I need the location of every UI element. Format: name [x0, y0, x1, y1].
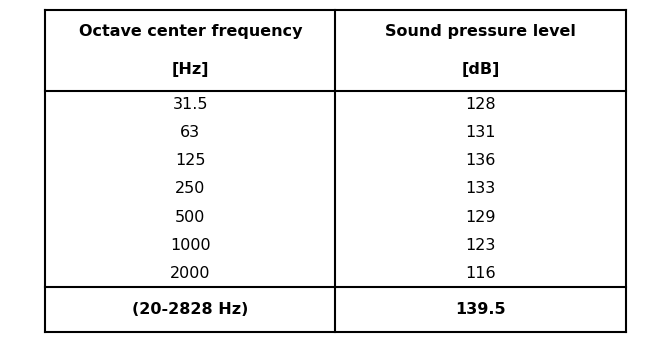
- Text: (20-2828 Hz): (20-2828 Hz): [132, 302, 248, 317]
- Text: 31.5: 31.5: [172, 97, 208, 112]
- Text: 2000: 2000: [170, 266, 210, 281]
- Text: 116: 116: [465, 266, 496, 281]
- Text: 1000: 1000: [170, 238, 210, 253]
- Text: 133: 133: [466, 182, 495, 196]
- Text: 123: 123: [465, 238, 496, 253]
- Text: 131: 131: [465, 125, 496, 140]
- Text: Octave center frequency: Octave center frequency: [79, 24, 302, 39]
- Text: Sound pressure level: Sound pressure level: [385, 24, 576, 39]
- Text: [Hz]: [Hz]: [172, 62, 209, 77]
- Text: 125: 125: [175, 153, 206, 168]
- Text: 139.5: 139.5: [455, 302, 506, 317]
- Text: 250: 250: [175, 182, 206, 196]
- Text: 136: 136: [465, 153, 496, 168]
- Text: 128: 128: [465, 97, 496, 112]
- Text: [dB]: [dB]: [461, 62, 500, 77]
- Text: 63: 63: [180, 125, 201, 140]
- Text: 129: 129: [465, 210, 496, 225]
- Text: 500: 500: [175, 210, 206, 225]
